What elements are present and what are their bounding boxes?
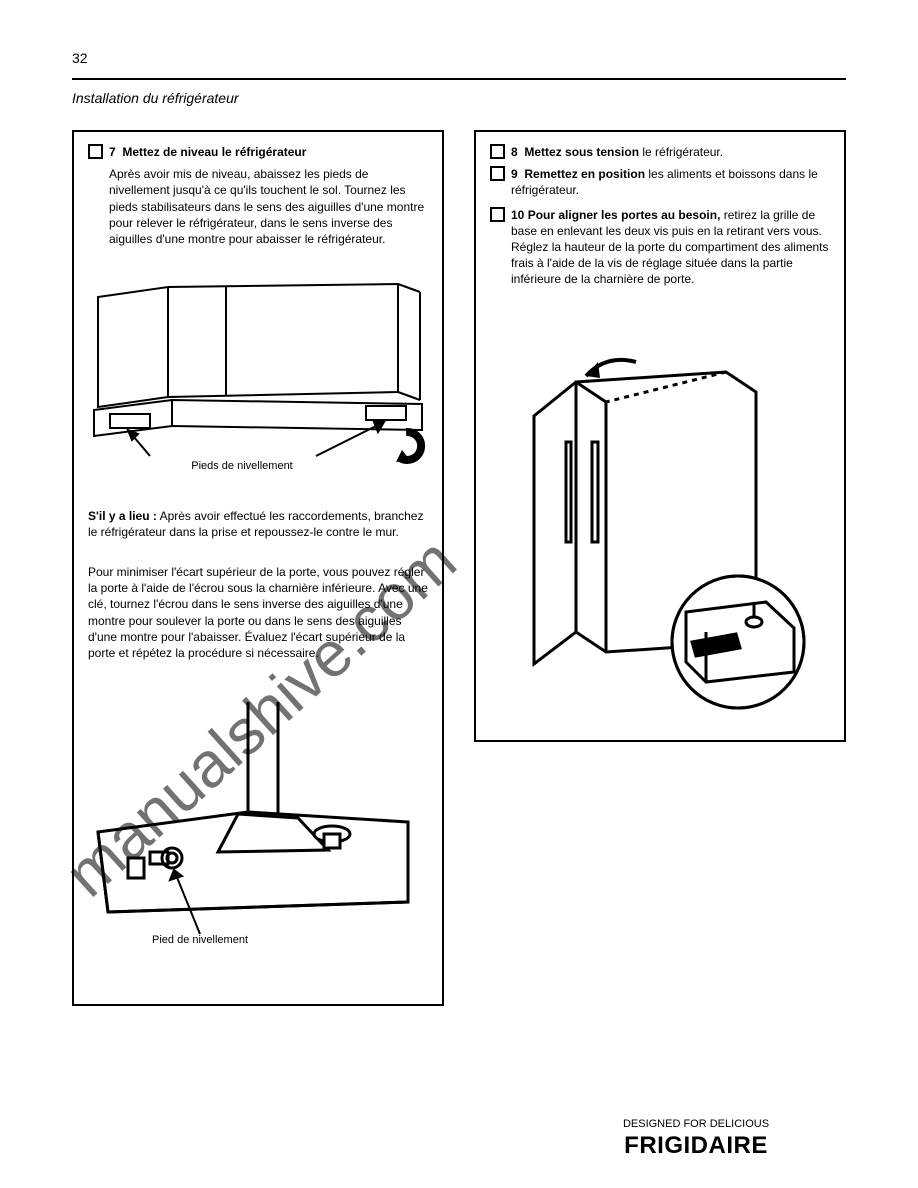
step-7-heading: 7 Mettez de niveau le réfrigérateur [109, 144, 306, 160]
brand-block: DESIGNED FOR DELICIOUS FRIGIDAIRE [546, 1118, 846, 1160]
step-7-block: 7 Mettez de niveau le réfrigérateur Aprè… [88, 144, 428, 247]
label-leveling-leg: Pied de nivellement [152, 934, 312, 946]
checkbox-icon [490, 144, 505, 159]
label-leveling-legs: Pieds de nivellement [142, 460, 342, 472]
step-10-text: 10 Pour aligner les portes au besoin, re… [511, 207, 830, 288]
step-7-body: Après avoir mis de niveau, abaissez les … [109, 166, 428, 247]
step-9-num: 9 [511, 167, 518, 181]
left-column: 7 Mettez de niveau le réfrigérateur Aprè… [72, 130, 444, 1006]
step-9-line: 9 Remettez en position les aliments et b… [490, 166, 830, 198]
step-8-block: 8 Mettez sous tension le réfrigérateur. … [490, 144, 830, 294]
step-8-text: 8 Mettez sous tension le réfrigérateur. [511, 144, 723, 160]
page-root: 32 Installation du réfrigérateur 7 Mette… [0, 0, 918, 1188]
step-8-num: 8 [511, 145, 518, 159]
step-10-num: 10 [511, 208, 524, 222]
brand-tagline: DESIGNED FOR DELICIOUS [546, 1118, 846, 1130]
step-10-line: 10 Pour aligner les portes au besoin, re… [490, 207, 830, 288]
step-7-title: Mettez de niveau le réfrigérateur [122, 145, 306, 159]
checkbox-icon [88, 144, 103, 159]
figure-door-align [506, 352, 818, 722]
step-10-bold: Pour aligner les portes au besoin, [528, 208, 721, 222]
figure-leveling-leg-closeup: Pied de nivellement [88, 702, 432, 952]
step-8-line: 8 Mettez sous tension le réfrigérateur. [490, 144, 830, 160]
step-7-if-bold: S'il y a lieu : [88, 509, 157, 523]
right-column: 8 Mettez sous tension le réfrigérateur. … [474, 130, 846, 742]
header-rule [72, 78, 846, 80]
page-title: Installation du réfrigérateur [72, 90, 239, 106]
page-number: 32 [72, 50, 88, 66]
step-7-heading-line: 7 Mettez de niveau le réfrigérateur [88, 144, 428, 160]
checkbox-icon [490, 207, 505, 222]
step-8-rest: le réfrigérateur. [639, 145, 723, 159]
step-9-bold: Remettez en position [524, 167, 645, 181]
checkbox-icon [490, 166, 505, 181]
step-7-if-block: S'il y a lieu : Après avoir effectué les… [88, 502, 428, 540]
step-7-if: S'il y a lieu : Après avoir effectué les… [88, 508, 428, 540]
step-7-minimize: Pour minimiser l'écart supérieur de la p… [88, 564, 428, 661]
figure-leveling-legs: Pieds de nivellement [88, 282, 432, 482]
step-8-bold: Mettez sous tension [524, 145, 639, 159]
step-9-text: 9 Remettez en position les aliments et b… [511, 166, 830, 198]
step-7-minimize-block: Pour minimiser l'écart supérieur de la p… [88, 564, 428, 661]
brand-name: FRIGIDAIRE [546, 1132, 846, 1160]
step-7-num: 7 [109, 145, 116, 159]
